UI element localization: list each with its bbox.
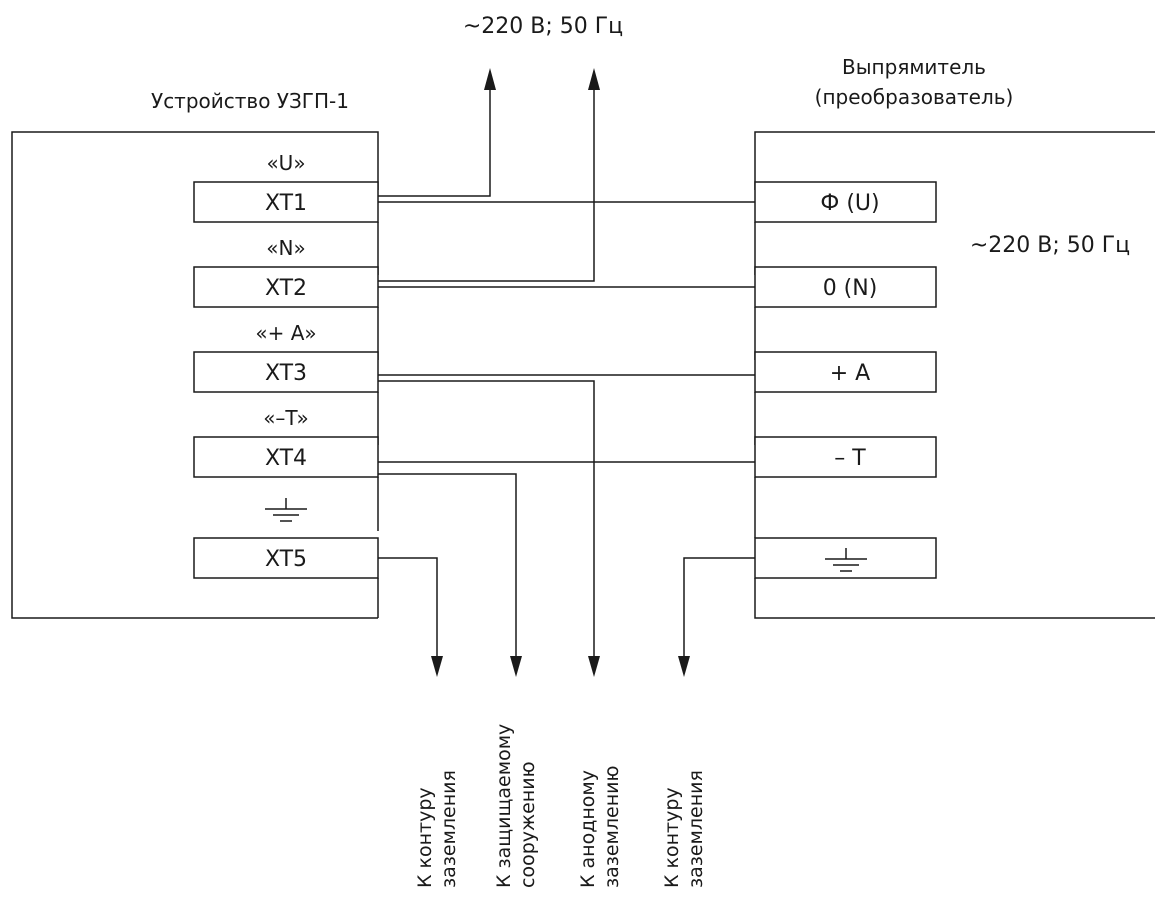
svg-text:К контуру: К контуру (661, 787, 683, 888)
wire-xt3-anode (378, 380, 595, 656)
terminal-label-xt5: XT5 (265, 547, 307, 572)
left-device-title: Устройство УЗГП-1 (151, 89, 349, 113)
right-device-title-line1: Выпрямитель (842, 55, 986, 79)
arrow-down-icon (431, 656, 443, 677)
terminal-xt1 (193, 181, 379, 223)
rectifier-terminal-phase (754, 181, 937, 223)
left-device-outline (11, 131, 379, 619)
output-label-structure: К защищаемому сооружению (493, 724, 539, 888)
rectifier-label-plus-a: + A (830, 361, 870, 386)
rectifier-terminal-minus-t (754, 436, 937, 478)
wire-xt2-supply (378, 90, 595, 282)
svg-text:К защищаемому: К защищаемому (493, 724, 515, 888)
terminal-tag-n: «N» (266, 236, 305, 260)
terminal-xt3 (193, 351, 379, 393)
wire-xt5-ground (378, 557, 438, 656)
ground-icon (825, 548, 867, 572)
svg-text:К контуру: К контуру (414, 787, 436, 888)
output-label-ground-2: К контуру заземления (661, 770, 707, 888)
svg-text:заземления: заземления (685, 770, 707, 888)
output-label-anode: К анодному заземлению (577, 766, 623, 888)
svg-text:заземлению: заземлению (601, 766, 623, 888)
arrow-up-icon (484, 68, 496, 90)
wire-xt4-structure (378, 473, 517, 656)
arrow-down-icon (588, 656, 600, 677)
terminal-xt2 (193, 266, 379, 308)
svg-text:сооружению: сооружению (517, 761, 539, 888)
supply-right-label: ~220 В; 50 Гц (970, 233, 1130, 258)
ground-icon (265, 498, 307, 522)
terminal-xt5 (193, 537, 379, 579)
arrow-down-icon (678, 656, 690, 677)
rectifier-label-minus-t: – T (834, 446, 866, 471)
terminal-tag-plus-a: «+ A» (255, 321, 316, 345)
wire-xt1-supply (378, 90, 491, 197)
svg-text:заземления: заземления (438, 770, 460, 888)
terminal-tag-minus-t: «–T» (263, 406, 309, 430)
arrow-up-icon (588, 68, 600, 90)
terminal-label-xt4: XT4 (265, 446, 307, 471)
terminal-label-xt1: XT1 (265, 191, 307, 216)
supply-top-label: ~220 В; 50 Гц (463, 14, 623, 39)
terminal-label-xt3: XT3 (265, 361, 307, 386)
right-device-title-line2: (преобразователь) (815, 85, 1014, 109)
terminal-tag-u: «U» (266, 151, 305, 175)
output-label-ground-1: К контуру заземления (414, 770, 460, 888)
arrow-down-icon (510, 656, 522, 677)
rectifier-label-neutral: 0 (N) (823, 276, 878, 301)
rectifier-label-phase: Ф (U) (820, 191, 879, 216)
svg-text:К анодному: К анодному (577, 770, 599, 888)
terminal-label-xt2: XT2 (265, 276, 307, 301)
wire-rectifier-ground (683, 557, 755, 656)
rectifier-terminal-neutral (754, 266, 937, 308)
terminal-xt4 (193, 436, 379, 478)
rectifier-terminal-plus-a (754, 351, 937, 393)
right-device-outline (754, 131, 1155, 190)
